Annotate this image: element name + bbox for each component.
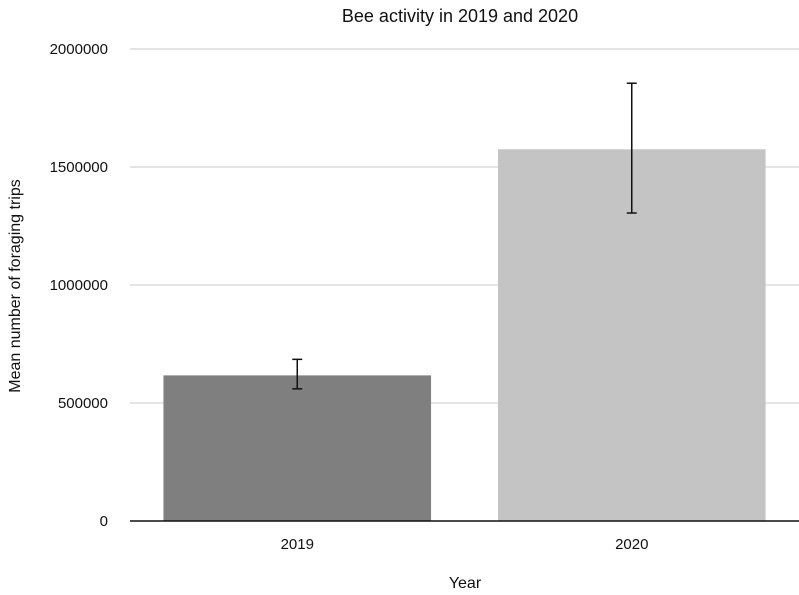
bar-2019 <box>163 375 432 521</box>
y-axis-ticks: 0 500000 1000000 1500000 2000000 <box>50 41 108 530</box>
y-tick-label: 2000000 <box>50 41 108 58</box>
x-axis-label: Year <box>449 575 482 592</box>
x-tick-label: 2019 <box>281 536 314 553</box>
y-tick-label: 1000000 <box>50 277 108 294</box>
x-tick-label: 2020 <box>615 536 648 553</box>
bars <box>163 149 766 522</box>
y-tick-label: 500000 <box>58 395 108 412</box>
x-axis-ticks: 2019 2020 <box>281 536 649 553</box>
y-tick-label: 0 <box>100 513 108 530</box>
y-tick-label: 1500000 <box>50 159 108 176</box>
error-bars <box>292 82 637 390</box>
chart-title: Bee activity in 2019 and 2020 <box>342 6 578 26</box>
y-axis-label: Mean number of foraging trips <box>7 179 24 392</box>
